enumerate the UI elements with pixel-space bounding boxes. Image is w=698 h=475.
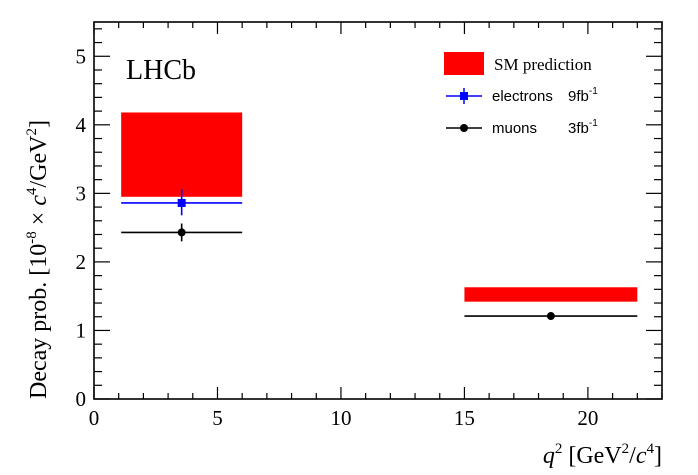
x-tick-label: 0: [89, 406, 100, 430]
sm-band-0: [121, 112, 243, 197]
legend-lumi-muons-sup: -1: [589, 118, 598, 129]
y-axis-close: ]: [26, 120, 52, 128]
x-axis-title: q2 [GeV2/c4]: [543, 441, 662, 469]
x-tick-label: 20: [577, 406, 598, 430]
muons-marker-1: [546, 312, 555, 321]
legend-marker-electrons: [460, 92, 468, 100]
sm-band-1: [464, 287, 638, 302]
muons-marker-0: [177, 228, 186, 237]
x-axis-unit-sup2: 4: [647, 441, 655, 457]
x-axis-unit-close: ]: [654, 443, 662, 469]
y-tick-label: 3: [76, 181, 87, 205]
y-axis-mid: ×: [26, 206, 52, 232]
legend-swatch-sm: [444, 52, 484, 75]
x-tick-label: 5: [212, 406, 223, 430]
legend-lumi-muons: 3fb-1: [568, 118, 598, 137]
x-axis-unit-sup1: 2: [622, 441, 630, 457]
plot-frame: [93, 21, 663, 400]
legend-label-muons: muons: [492, 120, 537, 137]
legend-label-electrons: electrons: [492, 88, 553, 105]
y-axis-pre: Decay prob. [10: [26, 244, 52, 399]
y-tick-label: 1: [76, 318, 87, 342]
y-tick-label: 0: [76, 387, 87, 411]
legend-lumi-electrons-base: 9fb: [568, 88, 589, 105]
legend-lumi-muons-base: 3fb: [568, 120, 589, 137]
y-axis-sup2: 4: [24, 187, 40, 195]
y-tick-label: 2: [76, 250, 87, 274]
data-points: [121, 189, 638, 321]
legend-marker-muons: [460, 124, 468, 132]
y-axis-sup1: -8: [24, 231, 40, 244]
legend: SM prediction electrons 9fb-1 muons 3fb-…: [444, 52, 598, 137]
legend-lumi-electrons-sup: -1: [589, 86, 598, 97]
y-axis-sup3: 2: [24, 128, 40, 136]
sm-bands: [121, 112, 638, 302]
legend-lumi-electrons: 9fb-1: [568, 86, 598, 105]
electrons-marker-0: [177, 198, 186, 207]
tick-labels: 0 5 10 15 20 0 1 2 3 4 5: [76, 44, 599, 430]
y-axis-c: c: [26, 195, 52, 206]
x-tick-label: 15: [454, 406, 475, 430]
legend-label-sm: SM prediction: [494, 55, 592, 74]
axis-ticks: [93, 22, 663, 400]
x-axis-unit-mid: /: [629, 443, 636, 469]
x-tick-label: 10: [330, 406, 351, 430]
y-tick-label: 4: [76, 113, 87, 137]
y-axis-post: /GeV: [26, 135, 52, 188]
y-tick-label: 5: [76, 44, 87, 68]
x-axis-unit-open: [GeV: [562, 443, 622, 469]
y-axis-title: Decay prob. [10-8 × c4/GeV2]: [24, 120, 52, 399]
lhcb-label: LHCb: [126, 55, 196, 86]
x-axis-unit-c: c: [636, 443, 647, 469]
x-axis-q-sup: 2: [555, 441, 563, 457]
x-axis-q: q: [543, 443, 555, 469]
